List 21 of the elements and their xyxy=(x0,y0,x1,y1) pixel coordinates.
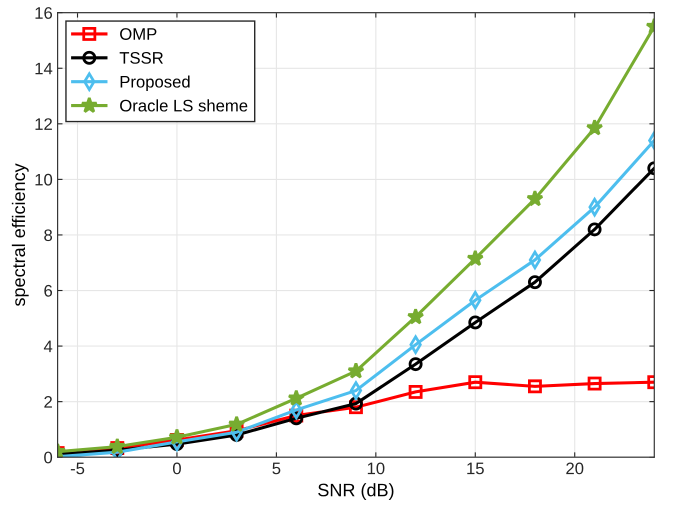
legend-label: TSSR xyxy=(120,52,163,64)
x-tick-label: 5 xyxy=(272,462,280,474)
legend-label: Oracle LS sheme xyxy=(120,99,248,112)
y-tick-label: 4 xyxy=(44,340,52,352)
legend-label: Proposed xyxy=(120,75,190,91)
x-tick-label: 20 xyxy=(566,462,584,474)
x-tick-label: -5 xyxy=(70,462,84,474)
y-tick-label: 8 xyxy=(44,229,52,242)
y-tick-label: 10 xyxy=(36,174,52,186)
y-tick-label: 12 xyxy=(36,118,52,130)
x-tick-label: 15 xyxy=(467,462,484,474)
y-tick-label: 16 xyxy=(36,7,52,19)
y-tick-label: 14 xyxy=(36,62,52,74)
y-tick-label: 2 xyxy=(44,396,52,408)
y-tick-label: 6 xyxy=(44,284,52,297)
y-tick-label: 0 xyxy=(44,452,52,464)
x-axis-title: SNR (dB) xyxy=(318,483,394,500)
x-tick-label: 10 xyxy=(368,462,384,474)
legend-label: OMP xyxy=(120,28,156,40)
y-axis-title: spectral efficiency xyxy=(12,163,29,306)
x-tick-label: 0 xyxy=(172,462,181,474)
